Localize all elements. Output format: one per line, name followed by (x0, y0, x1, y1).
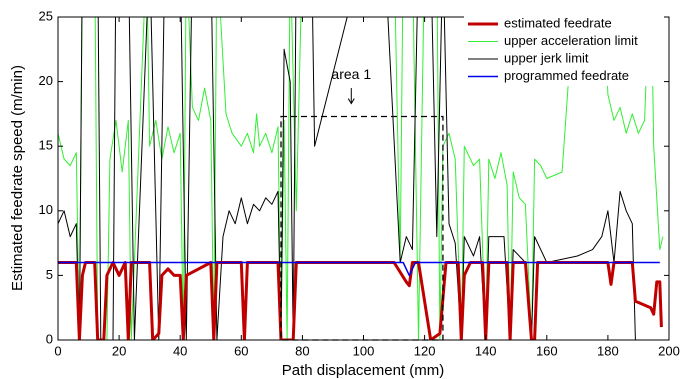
x-tick-label: 200 (658, 343, 680, 358)
series-line (58, 261, 660, 277)
x-tick-label: 20 (112, 343, 126, 358)
y-tick-label: 10 (39, 202, 53, 217)
y-axis-label: Estimated feedrate speed (m/min) (9, 65, 26, 291)
y-tick-label: 25 (39, 8, 53, 23)
x-tick-label: 120 (414, 343, 436, 358)
annotation-arrowhead (347, 98, 355, 105)
x-tick-label: 100 (353, 343, 375, 358)
plot-area (58, 17, 664, 340)
legend-label: upper jerk limit (504, 50, 589, 65)
x-tick-label: 140 (475, 343, 497, 358)
y-tick-label: 0 (46, 331, 53, 346)
x-tick-label: 60 (234, 343, 248, 358)
x-tick-label: 0 (54, 343, 61, 358)
x-tick-label: 80 (295, 343, 309, 358)
y-tick-label: 15 (39, 138, 53, 153)
x-axis-label: Path displacement (mm) (282, 362, 445, 379)
legend-bg (464, 51, 664, 69)
series-line (58, 261, 663, 340)
series-line (58, 17, 664, 340)
x-tick-label: 160 (536, 343, 558, 358)
y-tick-label: 5 (46, 267, 53, 282)
legend-bg (464, 33, 664, 51)
x-tick-label: 180 (597, 343, 619, 358)
legend-label: programmed feedrate (504, 68, 629, 83)
legend-label: estimated feedrate (504, 15, 612, 30)
y-tick-label: 20 (39, 73, 53, 88)
annotation-text: area 1 (331, 66, 371, 82)
legend-bg (464, 16, 664, 34)
annotation-box (280, 115, 444, 341)
x-tick-label: 40 (173, 343, 187, 358)
legend-label: upper acceleration limit (504, 33, 638, 48)
legend-bg (464, 68, 664, 86)
